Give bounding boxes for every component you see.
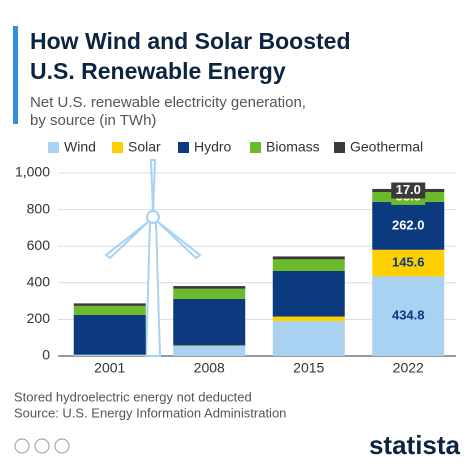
license-icon bbox=[34, 438, 50, 454]
legend-label: Geothermal bbox=[350, 139, 423, 155]
subtitle-text: Net U.S. renewable electricity generatio… bbox=[30, 94, 306, 111]
x-tick-label: 2015 bbox=[293, 360, 324, 376]
brand-logo: statista bbox=[369, 430, 461, 460]
bar-segment bbox=[73, 305, 146, 315]
legend-label: Hydro bbox=[194, 139, 232, 155]
subtitle-text: by source (in TWh) bbox=[30, 112, 156, 129]
x-tick-label: 2008 bbox=[194, 360, 225, 376]
bar-segment bbox=[272, 270, 345, 317]
y-tick-label: 600 bbox=[27, 237, 51, 253]
bar-segment bbox=[173, 298, 246, 346]
legend-swatch bbox=[48, 142, 59, 153]
footnote: Stored hydroelectric energy not deducted bbox=[14, 389, 252, 404]
legend-swatch bbox=[250, 142, 261, 153]
value-label: 262.0 bbox=[392, 217, 425, 232]
bar-segment bbox=[173, 345, 246, 356]
bar-segment bbox=[272, 316, 345, 322]
y-tick-label: 800 bbox=[27, 200, 51, 216]
turbine bbox=[104, 159, 202, 357]
chart-subtitle: Net U.S. renewable electricity generatio… bbox=[30, 94, 306, 129]
x-tick-label: 2022 bbox=[393, 360, 424, 376]
legend-label: Solar bbox=[128, 139, 161, 155]
bar-segment bbox=[272, 321, 345, 356]
legend-swatch bbox=[112, 142, 123, 153]
bar-segment bbox=[73, 303, 146, 306]
bar-segment bbox=[372, 276, 445, 356]
value-label: 434.8 bbox=[392, 308, 425, 323]
bar-segment bbox=[272, 256, 345, 260]
accent-bar bbox=[13, 26, 18, 124]
y-tick-label: 1,000 bbox=[15, 164, 50, 180]
footer: statista bbox=[14, 430, 461, 460]
chart-title: How Wind and Solar Boosted U.S. Renewable… bbox=[30, 28, 351, 84]
legend-label: Wind bbox=[64, 139, 96, 155]
bar-segment bbox=[173, 288, 246, 299]
label-box bbox=[391, 182, 426, 199]
bar-segment bbox=[372, 249, 445, 277]
bar-segment bbox=[73, 354, 146, 356]
value-label: 145.6 bbox=[392, 255, 425, 270]
title-text: How Wind and Solar Boosted bbox=[30, 28, 351, 54]
value-label: 17.0 bbox=[396, 182, 421, 197]
legend-swatch bbox=[334, 142, 345, 153]
title-text: U.S. Renewable Energy bbox=[30, 58, 286, 84]
license-icon bbox=[54, 438, 70, 454]
legend-label: Biomass bbox=[266, 139, 320, 155]
license-icon bbox=[14, 438, 30, 454]
y-tick-label: 200 bbox=[27, 310, 51, 326]
footnote: Source: U.S. Energy Information Administ… bbox=[14, 405, 286, 420]
x-tick-label: 2001 bbox=[94, 360, 125, 376]
legend-swatch bbox=[178, 142, 189, 153]
bar-segment bbox=[173, 286, 246, 289]
y-tick-label: 400 bbox=[27, 274, 51, 290]
bar-segment bbox=[372, 201, 445, 250]
bar-segment bbox=[272, 259, 345, 271]
y-tick-label: 0 bbox=[42, 347, 50, 363]
bar-segment bbox=[73, 314, 146, 355]
